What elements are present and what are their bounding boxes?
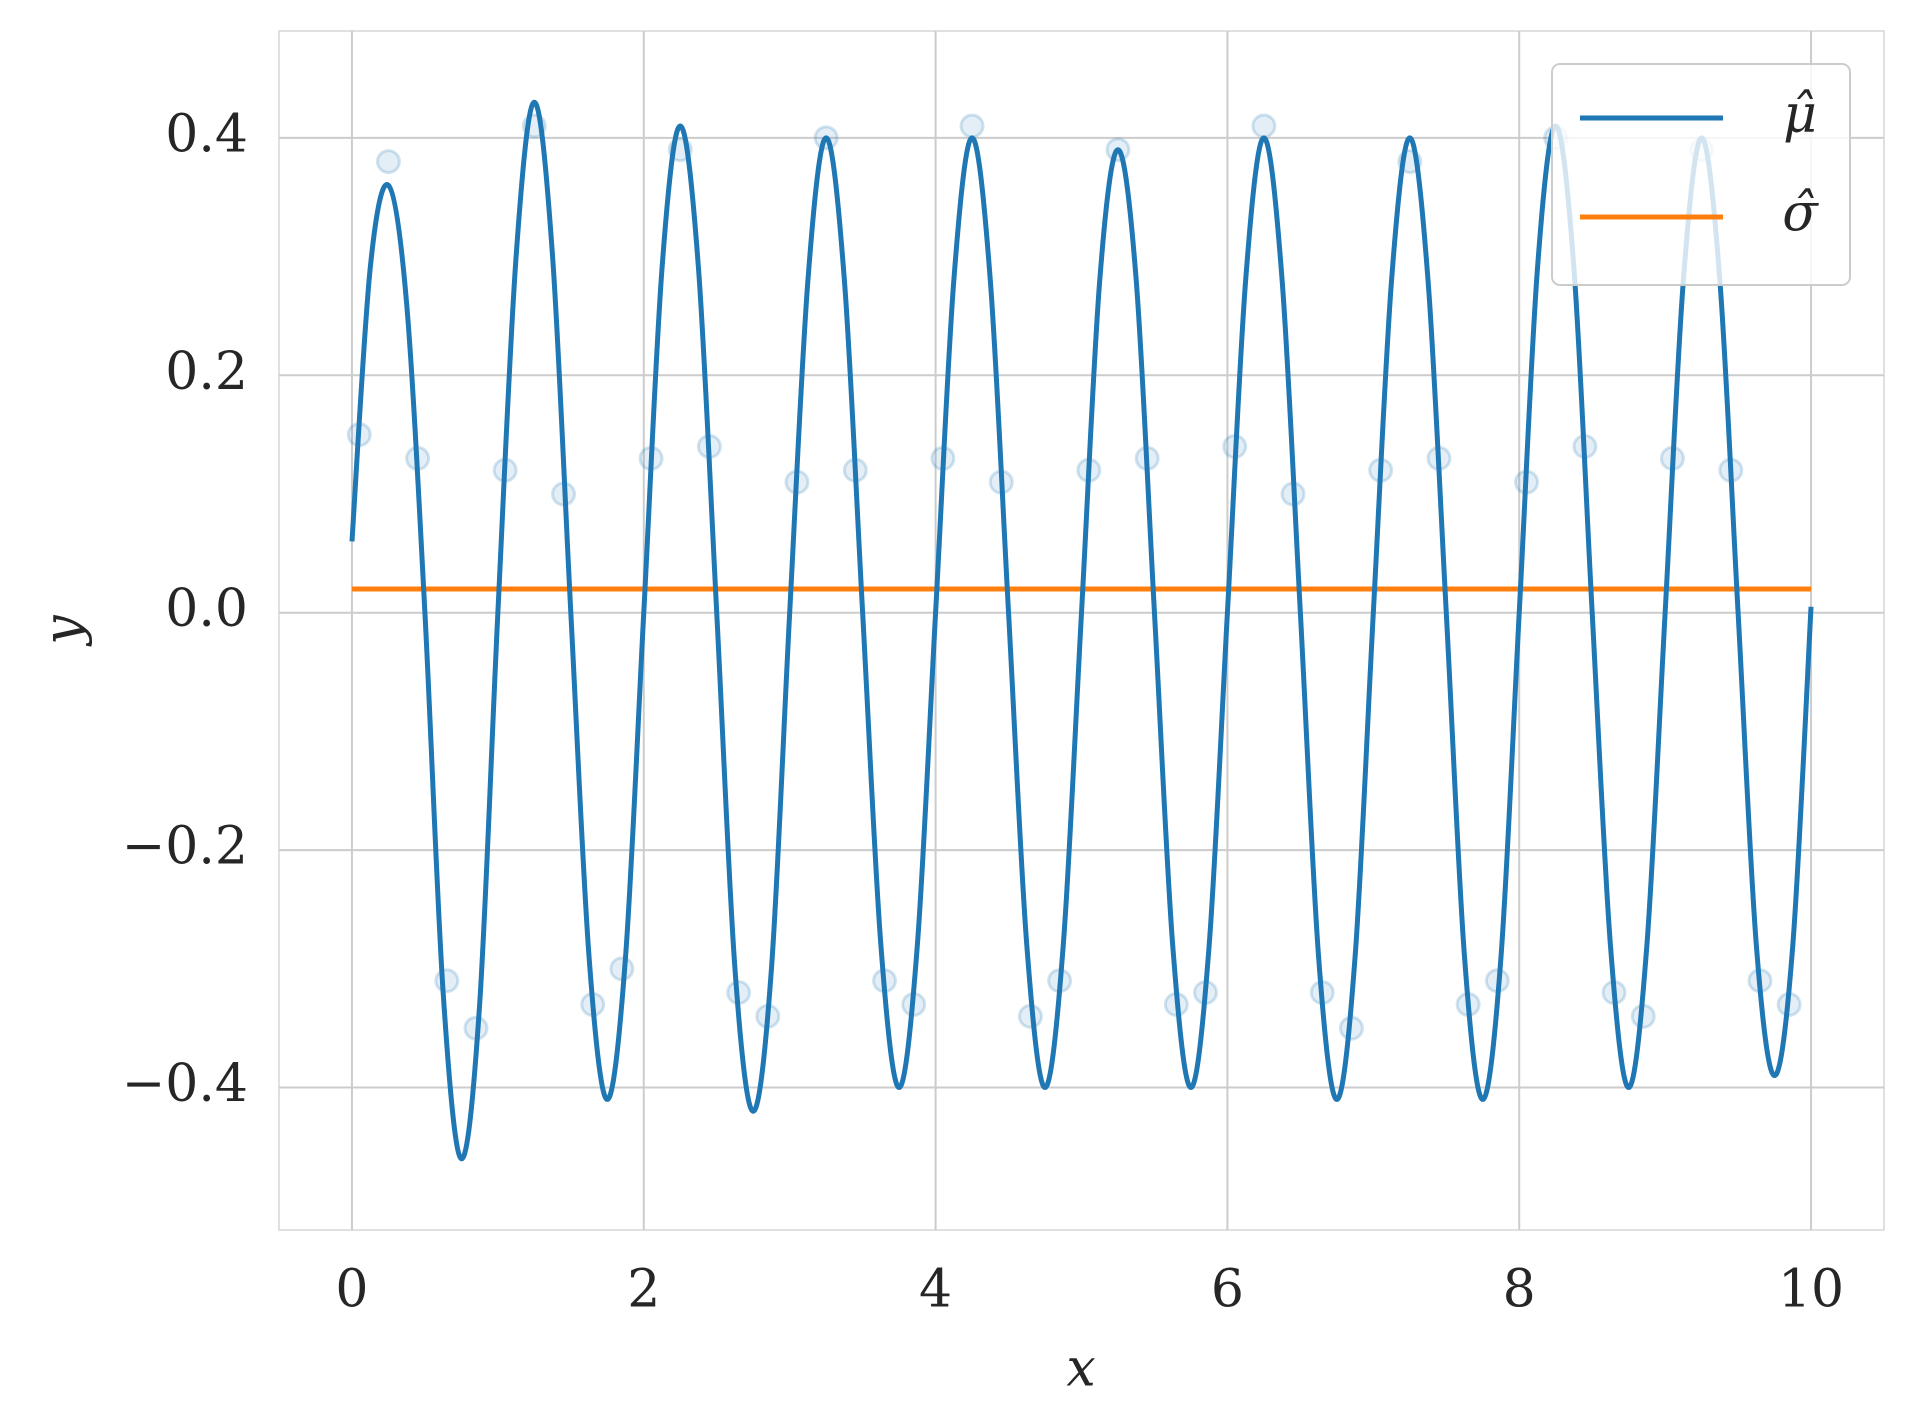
legend: μ̂ σ̂	[1551, 63, 1851, 286]
y-tick-label: −0.4	[122, 1054, 248, 1114]
y-tick-label: −0.2	[122, 817, 248, 877]
scatter-point	[959, 113, 985, 139]
x-tick-label: 0	[335, 1260, 368, 1320]
x-tick-label: 6	[1211, 1260, 1244, 1320]
x-axis-label: x	[1066, 1339, 1095, 1399]
scatter-point	[434, 968, 460, 994]
y-tick-label: 0.4	[165, 104, 248, 164]
legend-label: μ̂	[1783, 85, 1817, 145]
legend-label: σ̂	[1782, 184, 1819, 244]
scatter-point	[1251, 113, 1277, 139]
x-tick-label: 2	[627, 1260, 660, 1320]
y-tick-label: 0.0	[165, 579, 248, 639]
y-axis-label: y	[34, 615, 94, 647]
y-tick-label: 0.2	[165, 342, 248, 402]
x-tick-label: 10	[1778, 1260, 1844, 1320]
scatter-point	[375, 149, 401, 175]
x-tick-label: 4	[919, 1260, 952, 1320]
x-tick-label: 8	[1503, 1260, 1536, 1320]
